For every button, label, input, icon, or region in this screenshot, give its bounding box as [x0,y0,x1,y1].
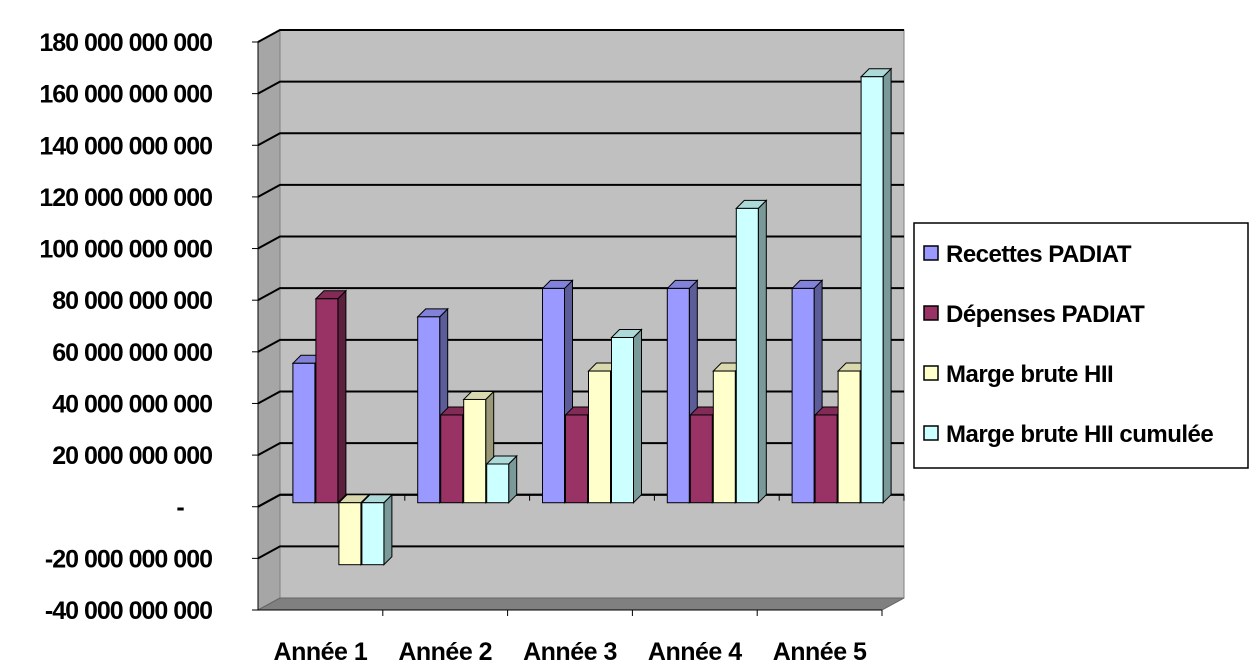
bar-front [316,299,338,503]
bar-front [418,317,440,503]
x-tick-label: Année 5 [773,638,867,666]
bar-side [758,200,766,502]
x-tick-label: Année 3 [523,638,617,666]
bar-front [713,371,735,503]
bar [612,329,642,502]
side-wall [258,30,280,610]
legend-label: Dépenses PADIAT [946,301,1145,328]
legend-swatch [924,426,938,440]
y-tick-label: 100 000 000 000 [39,236,212,264]
bar [736,200,766,502]
legend-label: Recettes PADIAT [946,241,1132,268]
legend-label: Marge brute HII cumulée [946,421,1213,448]
bar-front [464,399,486,502]
y-tick-label: -20 000 000 000 [45,545,212,573]
bar-front [362,503,384,565]
y-axis: 180 000 000 000 160 000 000 000 140 000 00… [39,29,258,625]
bar-side [634,329,642,502]
y-tick-label: 80 000 000 000 [52,287,212,315]
bar-front [441,415,463,503]
y-tick-label: - [176,494,184,522]
legend-swatch [924,366,938,380]
y-tick-label: 120 000 000 000 [39,184,212,212]
x-tick-label: Année 4 [648,638,742,666]
bar-front [690,415,712,503]
bar-front [339,503,361,565]
bar [487,456,517,503]
bar [316,291,346,503]
y-tick-label: 20 000 000 000 [52,442,212,470]
bar-front [612,337,634,502]
y-tick-label: 160 000 000 000 [39,81,212,109]
y-tick-label: 60 000 000 000 [52,339,212,367]
y-tick-label: -40 000 000 000 [45,597,212,625]
y-tick-label: 40 000 000 000 [52,390,212,418]
bar-side [384,495,392,565]
bar-front [566,415,588,503]
bar-front [667,288,689,502]
legend-swatch [924,306,938,320]
legend-swatch [924,246,938,260]
bar-front [838,371,860,503]
y-tick-label: 180 000 000 000 [39,29,212,57]
bar-front [815,415,837,503]
bar [362,495,392,565]
x-tick-label: Année 2 [398,638,492,666]
bar-front [589,371,611,503]
y-tick-label: 140 000 000 000 [39,132,212,160]
bar [861,69,891,503]
bar-front [861,77,883,503]
legend-label: Marge brute HII [946,361,1113,388]
x-tick-label: Année 1 [274,638,368,666]
bar-front [736,208,758,502]
bar-side [883,69,891,503]
bar-side [338,291,346,503]
x-axis: Année 1 Année 2 Année 3 Année 4 Année 5 [274,610,882,666]
bar-front [487,464,509,503]
plot-area [258,30,904,610]
bar-front [543,288,565,502]
bar-front [792,288,814,502]
legend: Recettes PADIAT Dépenses PADIAT Marge brut… [914,223,1248,468]
bar-front [293,363,315,502]
floor [258,598,904,610]
